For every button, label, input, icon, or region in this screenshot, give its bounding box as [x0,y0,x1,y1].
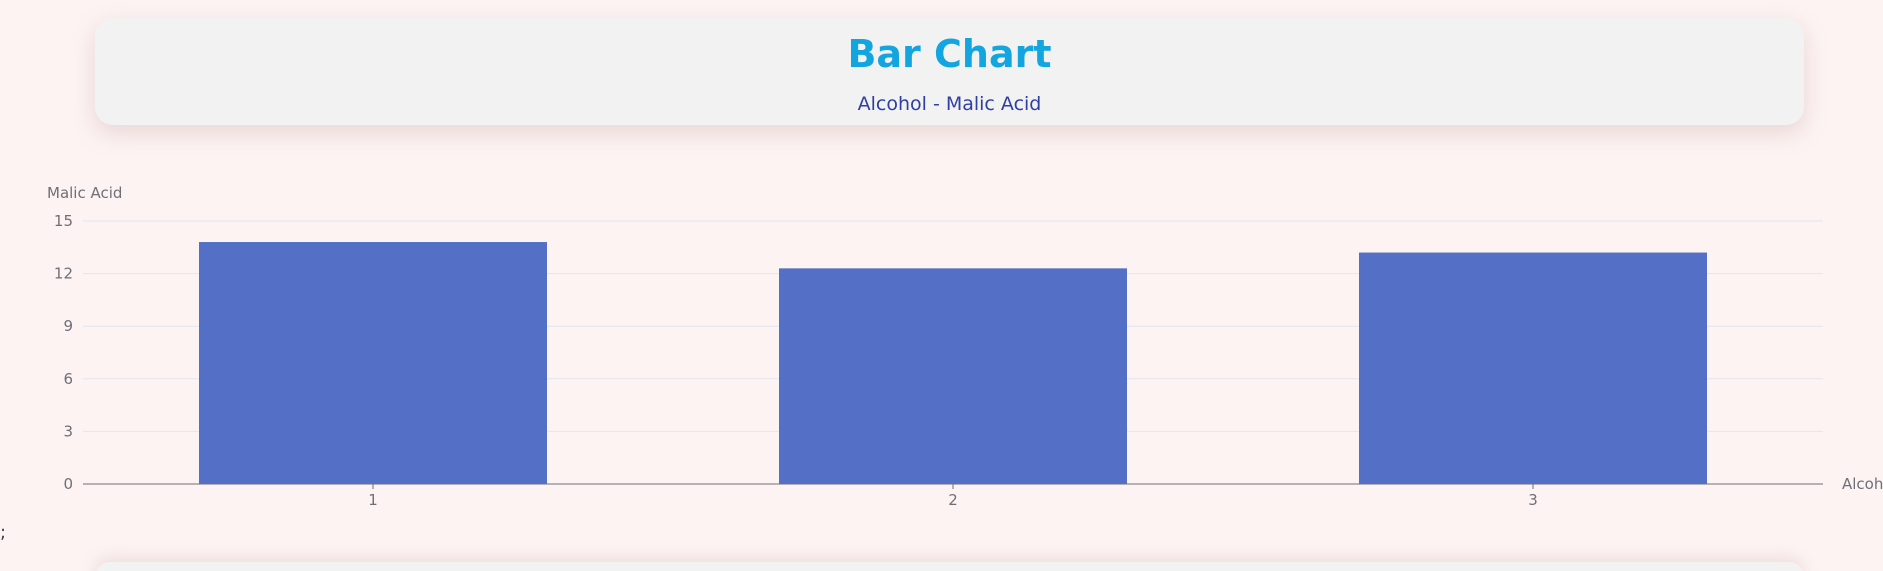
bar [199,242,547,484]
chart-header-card: Bar Chart Alcohol - Malic Acid [95,18,1804,125]
chart-title: Bar Chart [847,32,1052,76]
y-tick-label: 6 [63,370,73,388]
x-axis-title: Alcohol [1842,475,1883,493]
stray-text: ; [0,522,7,543]
y-tick-label: 9 [63,317,73,335]
next-card-edge [95,562,1804,571]
bar [1359,252,1707,484]
y-tick-label: 0 [63,475,73,493]
y-tick-label: 3 [63,422,73,440]
y-tick-label: 15 [54,212,73,230]
x-tick-label: 3 [1528,491,1538,509]
chart-subtitle: Alcohol - Malic Acid [857,93,1042,115]
x-tick-label: 2 [948,491,958,509]
x-tick-label: 1 [368,491,378,509]
y-axis-title: Malic Acid [47,184,122,202]
bar [779,268,1127,484]
y-tick-label: 12 [54,265,73,283]
